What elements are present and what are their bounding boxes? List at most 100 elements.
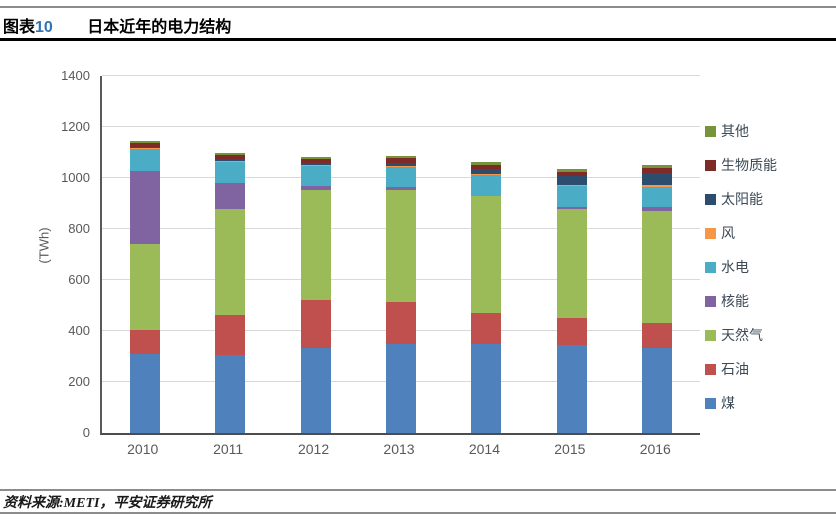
bar-segment-2013-煤 xyxy=(386,343,416,433)
bar-segment-2015-水电 xyxy=(556,186,587,207)
bar-segment-2016-水电 xyxy=(642,186,673,208)
bar-segment-2013-风 xyxy=(386,166,416,168)
bar-segment-2016-其他 xyxy=(642,165,673,168)
bar-segment-2011-煤 xyxy=(215,355,246,433)
bar-segment-2010-生物质能 xyxy=(129,143,160,148)
bar-segment-2011-风 xyxy=(215,160,246,162)
bar-segment-2012-其他 xyxy=(300,156,331,159)
bar-segment-2010-核能 xyxy=(129,170,160,244)
x-label-2014: 2014 xyxy=(468,441,500,457)
bar-segment-2013-天然气 xyxy=(386,189,416,303)
bar-segment-2016-太阳能 xyxy=(642,172,673,185)
x-label-2010: 2010 xyxy=(127,441,159,457)
bar-segment-2014-其他 xyxy=(471,162,502,165)
top-divider xyxy=(0,6,836,8)
source-note: 资料来源:METI，平安证券研究所 xyxy=(3,496,212,511)
bar-segment-2011-其他 xyxy=(215,153,246,156)
bar-segment-2012-风 xyxy=(300,164,331,167)
bar-segment-2016-石油 xyxy=(642,323,673,349)
chart-title: 日本近年的电力结构 xyxy=(87,19,232,36)
legend-swatch-icon xyxy=(705,193,716,205)
bar-segment-2011-核能 xyxy=(215,182,246,209)
bar-segment-2010-水电 xyxy=(129,149,160,171)
y-tick-200: 200 xyxy=(68,374,90,389)
bar-segment-2014-太阳能 xyxy=(471,169,502,175)
bar-segment-2012-水电 xyxy=(300,166,331,186)
bar-segment-2014-生物质能 xyxy=(471,164,502,170)
legend-swatch-icon xyxy=(705,329,716,341)
bar-segment-2016-天然气 xyxy=(642,211,673,324)
legend-swatch-icon xyxy=(705,295,716,307)
bar-segment-2016-生物质能 xyxy=(642,167,673,173)
legend-swatch-icon xyxy=(705,363,716,375)
legend-swatch-icon xyxy=(705,261,716,273)
x-label-2016: 2016 xyxy=(639,441,671,457)
bar-segment-2015-石油 xyxy=(556,318,587,346)
bar-segment-2010-天然气 xyxy=(129,243,160,331)
legend-swatch-icon xyxy=(705,159,716,171)
bar-segment-2010-风 xyxy=(129,148,160,150)
y-tick-1200: 1200 xyxy=(61,119,90,134)
legend-label: 天然气 xyxy=(721,329,763,344)
legend-label: 风 xyxy=(721,227,735,242)
bar-segment-2014-天然气 xyxy=(471,196,502,314)
y-tick-600: 600 xyxy=(68,272,90,287)
legend-label: 石油 xyxy=(721,363,749,378)
bar-segment-2010-石油 xyxy=(129,330,160,354)
bar-segment-2015-太阳能 xyxy=(556,176,587,185)
bar-segment-2011-天然气 xyxy=(215,208,246,315)
y-tick-0: 0 xyxy=(82,425,90,440)
legend-item-天然气: 天然气 xyxy=(705,318,777,352)
bar-segment-2015-核能 xyxy=(556,206,587,210)
bar-segment-2015-其他 xyxy=(556,169,587,172)
bar-segment-2014-煤 xyxy=(471,343,502,433)
y-tick-1400: 1400 xyxy=(61,68,90,83)
bar-segment-2012-生物质能 xyxy=(300,158,331,163)
x-label-2013: 2013 xyxy=(383,441,415,457)
legend-label: 太阳能 xyxy=(721,193,763,208)
header-divider xyxy=(0,38,836,41)
legend-swatch-icon xyxy=(705,227,716,239)
bar-segment-2010-太阳能 xyxy=(129,147,160,149)
bar-segment-2012-石油 xyxy=(300,300,331,349)
footer-divider-top xyxy=(0,489,836,491)
legend-swatch-icon xyxy=(705,397,716,409)
bar-segment-2013-生物质能 xyxy=(386,158,416,163)
bar-segment-2015-风 xyxy=(556,184,587,187)
legend-item-风: 风 xyxy=(705,216,777,250)
bar-segment-2011-石油 xyxy=(215,314,246,356)
legend-label: 其他 xyxy=(721,125,749,140)
legend-swatch-icon xyxy=(705,125,716,137)
bar-segment-2013-其他 xyxy=(386,156,416,159)
chart-tag: 图表10 xyxy=(3,19,53,36)
legend-item-水电: 水电 xyxy=(705,250,777,284)
bar-segment-2015-煤 xyxy=(556,345,587,433)
y-tick-1000: 1000 xyxy=(61,170,90,185)
bar-segment-2015-生物质能 xyxy=(556,171,587,177)
bar-segment-2013-太阳能 xyxy=(386,162,416,167)
x-label-2012: 2012 xyxy=(297,441,330,457)
footer-divider-bottom xyxy=(0,512,836,514)
chart-header: 图表10 日本近年的电力结构 xyxy=(3,13,231,37)
legend-item-太阳能: 太阳能 xyxy=(705,182,777,216)
bar-segment-2010-煤 xyxy=(129,353,160,433)
bar-segment-2011-太阳能 xyxy=(215,159,246,161)
bar-segment-2014-水电 xyxy=(471,175,502,197)
chart-tag-number: 10 xyxy=(35,19,53,36)
bar-segment-2013-水电 xyxy=(386,167,416,188)
x-label-2011: 2011 xyxy=(213,441,244,457)
chart-legend: 其他 生物质能 太阳能风水电 核能 天然气 石油煤 xyxy=(705,114,777,420)
legend-item-核能: 核能 xyxy=(705,284,777,318)
bar-segment-2012-煤 xyxy=(300,348,331,433)
bar-segment-2014-石油 xyxy=(471,313,502,344)
bar-segment-2016-核能 xyxy=(642,207,673,212)
bar-segment-2013-石油 xyxy=(386,302,416,344)
legend-item-石油: 石油 xyxy=(705,352,777,386)
gridline-1200 xyxy=(102,126,700,127)
bar-segment-2016-煤 xyxy=(642,348,673,433)
bar-segment-2012-天然气 xyxy=(300,190,331,301)
bar-segment-2015-天然气 xyxy=(556,209,587,319)
gridline-1400 xyxy=(102,75,700,76)
legend-item-煤: 煤 xyxy=(705,386,777,420)
